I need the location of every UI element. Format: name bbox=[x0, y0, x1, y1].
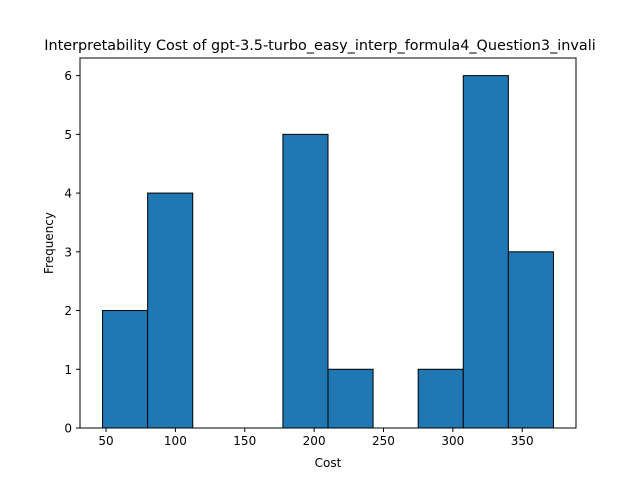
bars-group bbox=[102, 75, 554, 429]
histogram-bar-1 bbox=[147, 192, 194, 429]
histogram-bar-8 bbox=[462, 75, 509, 429]
y-tick-label-6: 6 bbox=[64, 69, 72, 83]
x-tick-label-2: 150 bbox=[233, 434, 256, 448]
y-tick-label-5: 5 bbox=[64, 128, 72, 142]
histogram-bar-4 bbox=[282, 133, 329, 429]
x-tick-label-4: 250 bbox=[372, 434, 395, 448]
x-tick-label-1: 100 bbox=[164, 434, 187, 448]
x-tick-label-6: 350 bbox=[511, 434, 534, 448]
x-tick-label-0: 50 bbox=[98, 434, 113, 448]
histogram-bar-0 bbox=[102, 310, 149, 429]
chart-title: Interpretability Cost of gpt-3.5-turbo_e… bbox=[44, 38, 595, 54]
y-axis-label: Frequency bbox=[42, 212, 56, 274]
x-tick-label-3: 200 bbox=[303, 434, 326, 448]
y-tick-label-2: 2 bbox=[64, 304, 72, 318]
x-tick-label-5: 300 bbox=[441, 434, 464, 448]
y-tick-label-0: 0 bbox=[64, 422, 72, 436]
y-tick-label-3: 3 bbox=[64, 245, 72, 259]
x-axis-ticks: 50 100 150 200 250 300 350 bbox=[98, 428, 534, 448]
y-tick-label-4: 4 bbox=[64, 187, 72, 201]
y-tick-label-1: 1 bbox=[64, 363, 72, 377]
histogram-bar-5 bbox=[327, 368, 374, 429]
y-axis-ticks: 0 1 2 3 4 5 6 bbox=[64, 69, 80, 436]
plot-area-frame bbox=[79, 57, 577, 429]
histogram-bar-9 bbox=[507, 251, 554, 429]
histogram-bar-7 bbox=[417, 368, 464, 429]
x-axis-label: Cost bbox=[315, 456, 342, 470]
